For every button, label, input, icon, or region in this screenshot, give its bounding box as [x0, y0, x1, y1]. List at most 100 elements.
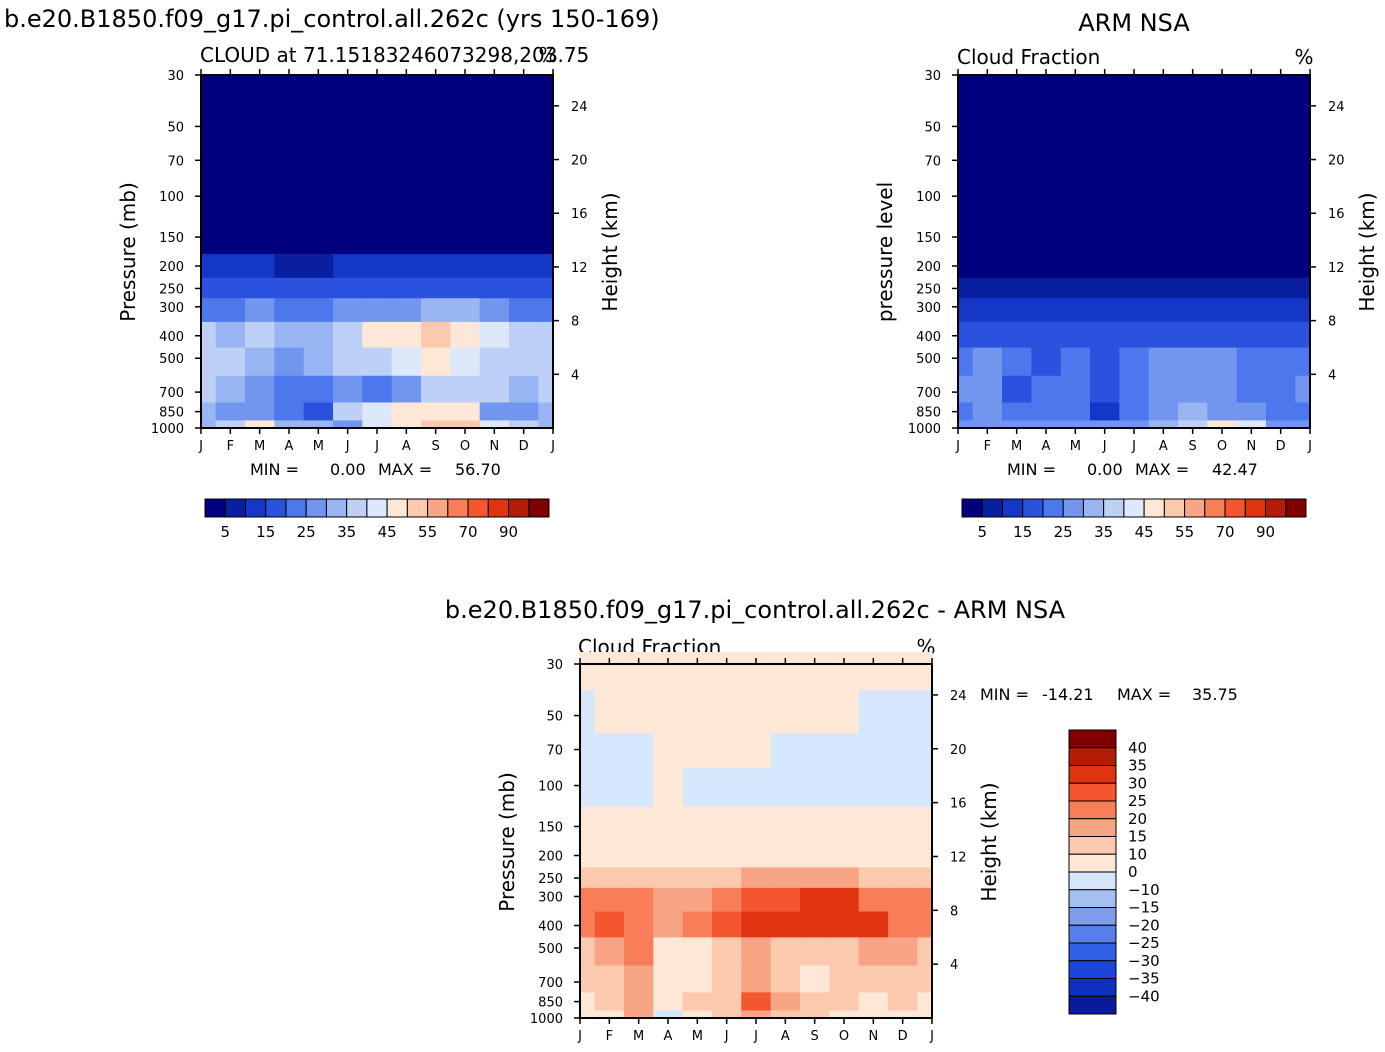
heatmap-cell: [624, 936, 654, 966]
y-tick-label: 150: [916, 231, 941, 246]
x-tick-label: A: [1042, 439, 1051, 454]
heatmap-cell: [712, 866, 742, 888]
heatmap-cell: [741, 991, 772, 1011]
heatmap-cell: [1236, 346, 1267, 376]
x-tick-label: J: [929, 1029, 934, 1044]
heatmap-cell: [1295, 419, 1311, 429]
heatmap-cell: [1236, 253, 1267, 278]
heatmap-cell: [958, 253, 974, 278]
heatmap-cell: [682, 1009, 713, 1019]
colorbar-box: [1068, 907, 1117, 926]
y-tick-label: 70: [546, 744, 563, 759]
y-tick-label: 30: [546, 658, 563, 673]
heatmap-cell: [741, 767, 772, 807]
heatmap-cell: [829, 841, 860, 868]
heatmap-cell: [1148, 346, 1179, 376]
heatmap-cell: [1031, 419, 1062, 429]
min-value: 0.00: [1087, 460, 1123, 479]
heatmap-cell: [1148, 277, 1179, 299]
heatmap-cell: [580, 910, 596, 938]
heatmap-cell: [391, 297, 422, 322]
heatmap-cell: [888, 965, 918, 993]
colorbar-box: [224, 498, 246, 518]
colorbar-box: [1103, 498, 1125, 518]
y-tick-label: 100: [538, 780, 563, 795]
x-tick-label: M: [254, 439, 265, 454]
x-tick-label: J: [550, 439, 555, 454]
heatmap-cell: [1060, 297, 1091, 322]
heatmap-cell: [538, 321, 554, 348]
x-tick-label: J: [724, 1029, 729, 1044]
y-tick-label: 500: [159, 352, 184, 367]
x-tick-label: A: [1159, 439, 1168, 454]
heatmap-cell: [580, 767, 596, 807]
heatmap-cell: [653, 936, 684, 966]
heatmap-cell: [580, 841, 596, 868]
y-right-tick-label: 20: [1328, 154, 1345, 169]
heatmap-cell: [712, 936, 742, 966]
heatmap-cell: [1119, 401, 1150, 421]
heatmap-cell: [1178, 375, 1208, 403]
heatmap-cell: [800, 866, 830, 888]
heatmap-cell: [682, 866, 713, 888]
heatmap-cell: [362, 346, 393, 376]
y-right-tick-label: 16: [950, 797, 967, 812]
heatmap-cell: [274, 277, 305, 299]
heatmap-cell: [800, 991, 830, 1011]
heatmap-cell: [888, 887, 918, 912]
heatmap-cell: [1295, 253, 1311, 278]
heatmap-cell: [333, 419, 363, 429]
heatmap-cell: [1031, 375, 1062, 403]
heatmap-cell: [888, 991, 918, 1011]
y-tick-label: 70: [167, 154, 184, 169]
colorbar-box: [981, 498, 1003, 518]
x-tick-label: F: [606, 1029, 613, 1044]
heatmap-cell: [770, 689, 801, 734]
heatmap-cell: [653, 806, 684, 842]
colorbar-box: [244, 498, 267, 518]
min-label: MIN =: [250, 460, 299, 479]
colorbar-box: [1068, 978, 1117, 997]
min-label: MIN =: [980, 685, 1029, 704]
heatmap-cell: [245, 253, 275, 278]
y-tick-label: 250: [159, 282, 184, 297]
y-tick-label: 400: [538, 919, 563, 934]
heatmap-cell: [274, 321, 305, 348]
y-right-tick-label: 24: [571, 100, 588, 115]
heatmap-cell: [1031, 346, 1062, 376]
heatmap-cell: [712, 991, 742, 1011]
x-tick-label: A: [402, 439, 411, 454]
heatmap-cell: [421, 253, 451, 278]
x-tick-label: J: [1307, 439, 1312, 454]
heatmap-cell: [1119, 253, 1150, 278]
heatmap-cell: [682, 841, 713, 868]
panel-unit-label: %: [1294, 45, 1313, 69]
heatmap-cell: [450, 253, 481, 278]
y-right-tick-label: 24: [950, 689, 967, 704]
y-tick-label: 100: [159, 190, 184, 205]
x-tick-label: A: [664, 1029, 673, 1044]
heatmap-cell: [391, 253, 422, 278]
y-right-tick-label: 4: [950, 958, 958, 973]
y-axis-right-label: Height (km): [1355, 192, 1379, 311]
heatmap-cell: [1060, 375, 1091, 403]
heatmap-cell: [509, 297, 539, 322]
heatmap-cell: [1090, 297, 1120, 322]
heatmap-cell: [303, 375, 334, 403]
colorbar-box: [508, 498, 530, 518]
heatmap-cell: [712, 652, 742, 691]
x-tick-label: J: [753, 1029, 758, 1044]
heatmap-cell: [858, 652, 889, 691]
heatmap-cell: [1002, 297, 1032, 322]
colorbar-box: [1224, 498, 1246, 518]
heatmap-cell: [594, 866, 625, 888]
heatmap-cell: [682, 887, 713, 912]
heatmap-cell: [682, 767, 713, 807]
heatmap-cell: [509, 346, 539, 376]
heatmap-cell: [215, 401, 246, 421]
x-tick-label: N: [1246, 439, 1256, 454]
heatmap-cell: [594, 991, 625, 1011]
heatmap-cell: [712, 767, 742, 807]
heatmap-cell: [858, 991, 889, 1011]
heatmap-cell: [1002, 401, 1032, 421]
